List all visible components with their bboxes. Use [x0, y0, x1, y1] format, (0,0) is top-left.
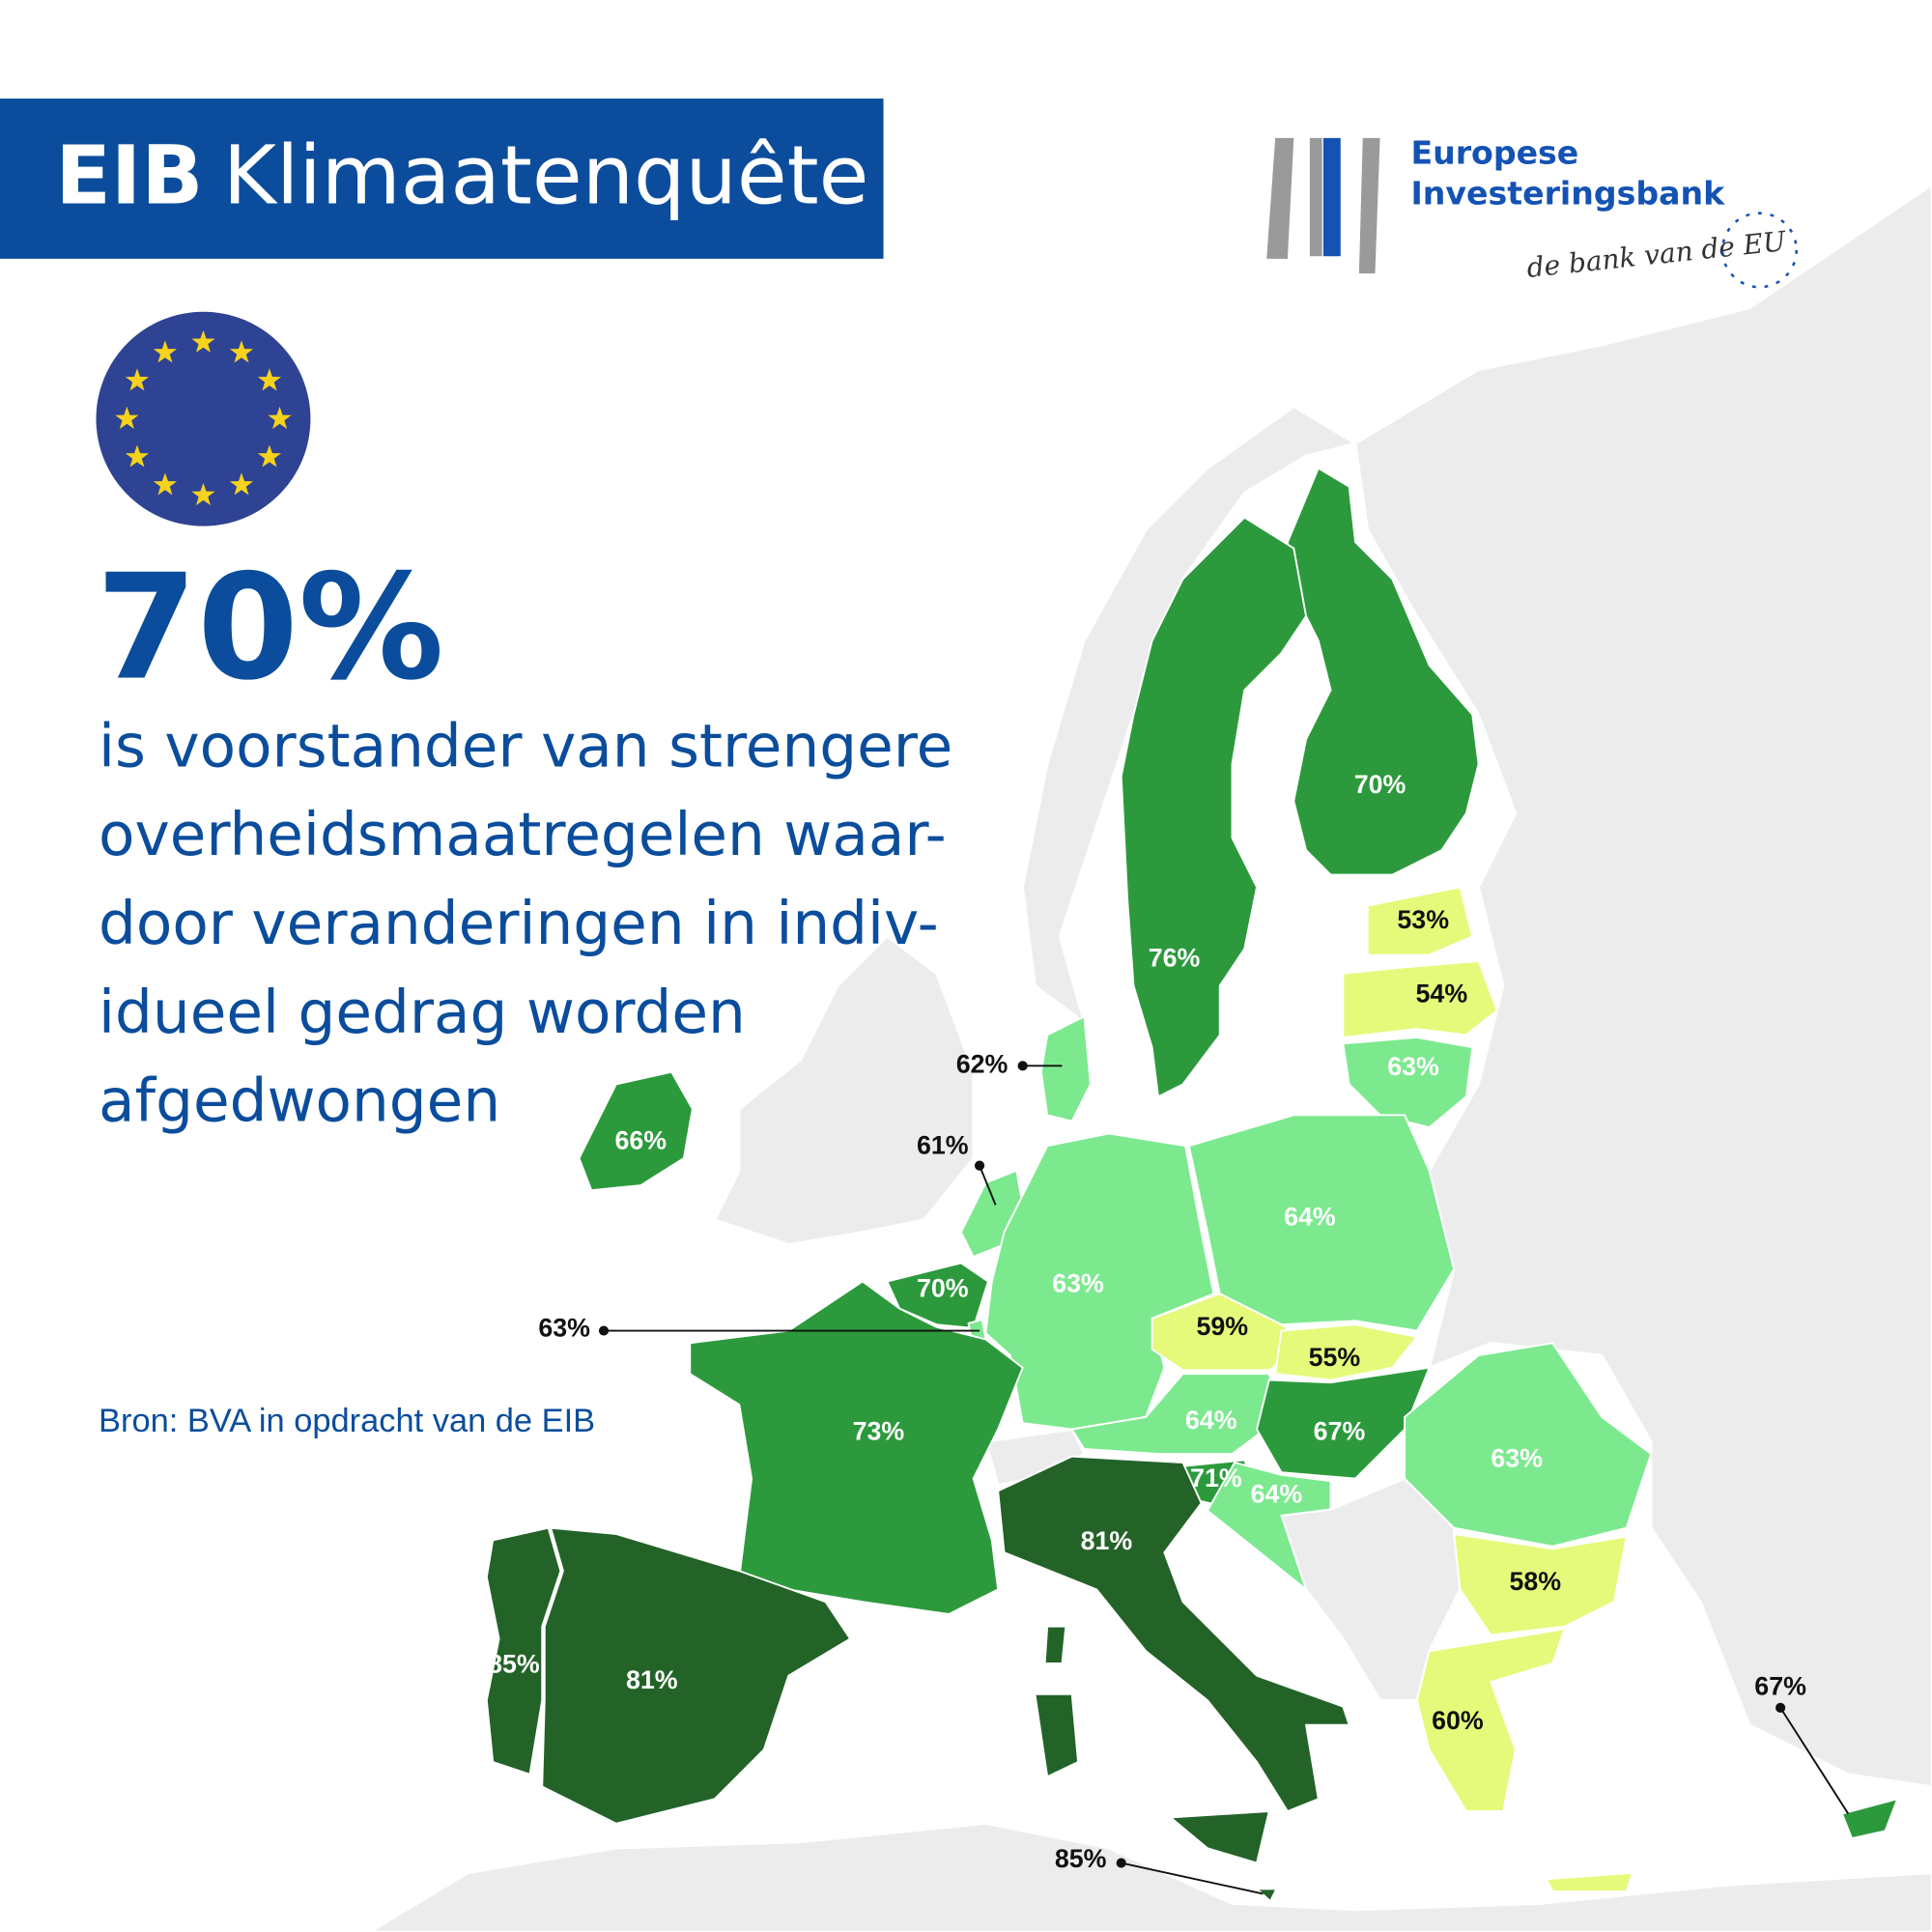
headline-value: 70% [96, 544, 443, 713]
country-label: 63% [1491, 1444, 1543, 1473]
countries [485, 467, 1899, 1903]
country [1840, 1797, 1899, 1840]
country-label: 54% [1416, 980, 1468, 1009]
country-label: 53% [1397, 905, 1449, 934]
country-label: 71% [1190, 1463, 1242, 1492]
country-label: 73% [853, 1416, 905, 1445]
country [1342, 959, 1498, 1039]
callout-dot [1017, 1061, 1028, 1071]
country [541, 1526, 852, 1825]
callout-dot [1116, 1858, 1126, 1868]
country [689, 1280, 1024, 1615]
title-rest: Klimaatenquête [223, 128, 869, 222]
star [257, 368, 282, 391]
country [1120, 516, 1308, 1098]
country-label: 59% [1197, 1312, 1249, 1341]
logo-bar [1266, 137, 1294, 259]
star [191, 329, 215, 353]
description-line: door veranderingen in indiv- [99, 890, 939, 958]
description-line: idueel gedrag worden [99, 979, 746, 1047]
callout-line [1121, 1861, 1264, 1895]
country-label: 70% [1354, 770, 1406, 799]
country-label: 62% [956, 1049, 1009, 1078]
country-label: 63% [1052, 1268, 1104, 1297]
callout-line [1779, 1707, 1850, 1815]
country-label: 81% [626, 1665, 678, 1694]
country-label: 60% [1432, 1706, 1484, 1735]
country-label: 58% [1509, 1567, 1561, 1596]
country [1039, 1014, 1092, 1122]
callout-dot [598, 1325, 610, 1336]
country-label: 63% [1387, 1052, 1439, 1081]
logo-text: Investeringsbank [1410, 175, 1725, 213]
star [115, 406, 139, 430]
country [485, 1526, 562, 1776]
description-line: overheidsmaatregelen waar- [99, 801, 947, 869]
star [125, 444, 150, 468]
country-label: 55% [1309, 1343, 1361, 1372]
country-label: 70% [917, 1274, 969, 1303]
country-label: 67% [1754, 1672, 1806, 1701]
logo-bar [1322, 137, 1341, 257]
country-label: 81% [1081, 1526, 1133, 1555]
country-label: 64% [1251, 1480, 1303, 1509]
country-label: 85% [1055, 1844, 1107, 1873]
country-labels: 70% 76% 53% 54% 63% 62% 66% 61% 64% 63% 70% 63% 59% 5… [488, 770, 1850, 1895]
star [257, 444, 282, 468]
country [1404, 1342, 1653, 1548]
country [1366, 886, 1474, 956]
country [578, 1070, 694, 1192]
star [268, 406, 292, 430]
callout-line [979, 1165, 997, 1206]
country-label: 61% [917, 1131, 969, 1160]
title-bold: EIB [55, 128, 203, 222]
country-label: 66% [614, 1125, 667, 1154]
country-label: 64% [1185, 1406, 1237, 1435]
eu-stars [115, 329, 292, 506]
description: is voorstander van strengere overheidsmaa… [99, 712, 952, 1135]
star [229, 340, 254, 363]
star [125, 368, 150, 391]
country-label: 76% [1149, 944, 1201, 973]
logo-bar [1309, 137, 1322, 257]
country-label: 85% [488, 1650, 540, 1679]
land [367, 1822, 1932, 1932]
star [153, 472, 178, 496]
country-label: 64% [1284, 1203, 1336, 1232]
country [997, 1455, 1351, 1864]
star [153, 340, 178, 363]
country [1187, 1114, 1456, 1332]
country [1254, 1888, 1278, 1903]
country [1274, 1323, 1419, 1381]
logo-text: Europese [1410, 134, 1578, 172]
country [1255, 1366, 1432, 1480]
star [229, 472, 254, 496]
land [1021, 405, 1359, 1026]
country-label: 63% [538, 1313, 590, 1342]
country-label: 67% [1314, 1416, 1366, 1445]
star [191, 483, 215, 506]
description-line: is voorstander van strengere [99, 712, 952, 781]
background-land [367, 183, 1932, 1932]
country [1206, 1461, 1332, 1593]
country [1286, 467, 1480, 876]
source: Bron: BVA in opdracht van de EIB [99, 1403, 595, 1439]
title-bar [0, 99, 884, 259]
country [1453, 1532, 1628, 1636]
callout-dot [974, 1160, 985, 1171]
land [712, 934, 975, 1246]
country [1415, 1628, 1634, 1892]
description-line: afgedwongen [99, 1067, 500, 1136]
country [1342, 1037, 1474, 1129]
title: EIB Klimaatenquête [55, 128, 868, 222]
callout-dot [1776, 1702, 1786, 1713]
eu-flag [96, 311, 311, 526]
logo-bar [1358, 137, 1380, 274]
